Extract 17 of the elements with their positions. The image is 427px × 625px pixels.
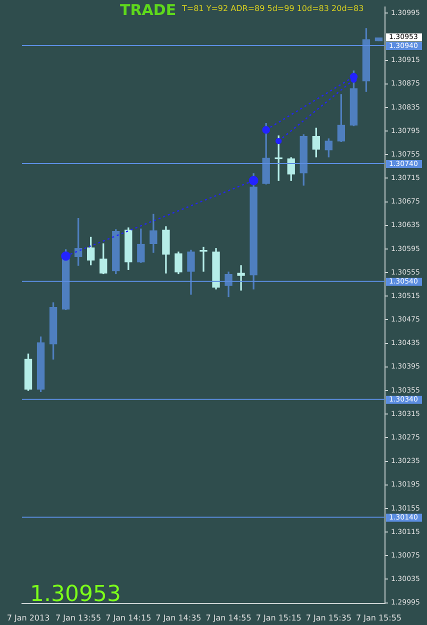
x-tick-label: 7 Jan 2013: [6, 613, 50, 622]
point: [276, 138, 282, 144]
x-tick-label: 7 Jan 14:55: [206, 613, 252, 622]
point: [262, 126, 270, 134]
candlestick: [200, 246, 208, 272]
x-tick-label: 7 Jan 15:55: [356, 613, 402, 622]
x-tick-label: 7 Jan 15:15: [256, 613, 302, 622]
x-tick-label: 7 Jan 15:35: [306, 613, 352, 622]
x-tick-label: 7 Jan 13:55: [56, 613, 102, 622]
point: [61, 251, 71, 261]
point: [248, 176, 258, 186]
chart-subtitle: T=81 Y=92 ADR=89 5d=99 10d=83 20d=83: [182, 4, 364, 13]
annotation: 1.30953: [30, 582, 121, 607]
chart-title: TRADE: [120, 1, 176, 19]
x-tick-label: 7 Jan 14:15: [106, 613, 152, 622]
x-tick-label: 7 Jan 14:35: [156, 613, 202, 622]
candlestick: [237, 265, 245, 291]
